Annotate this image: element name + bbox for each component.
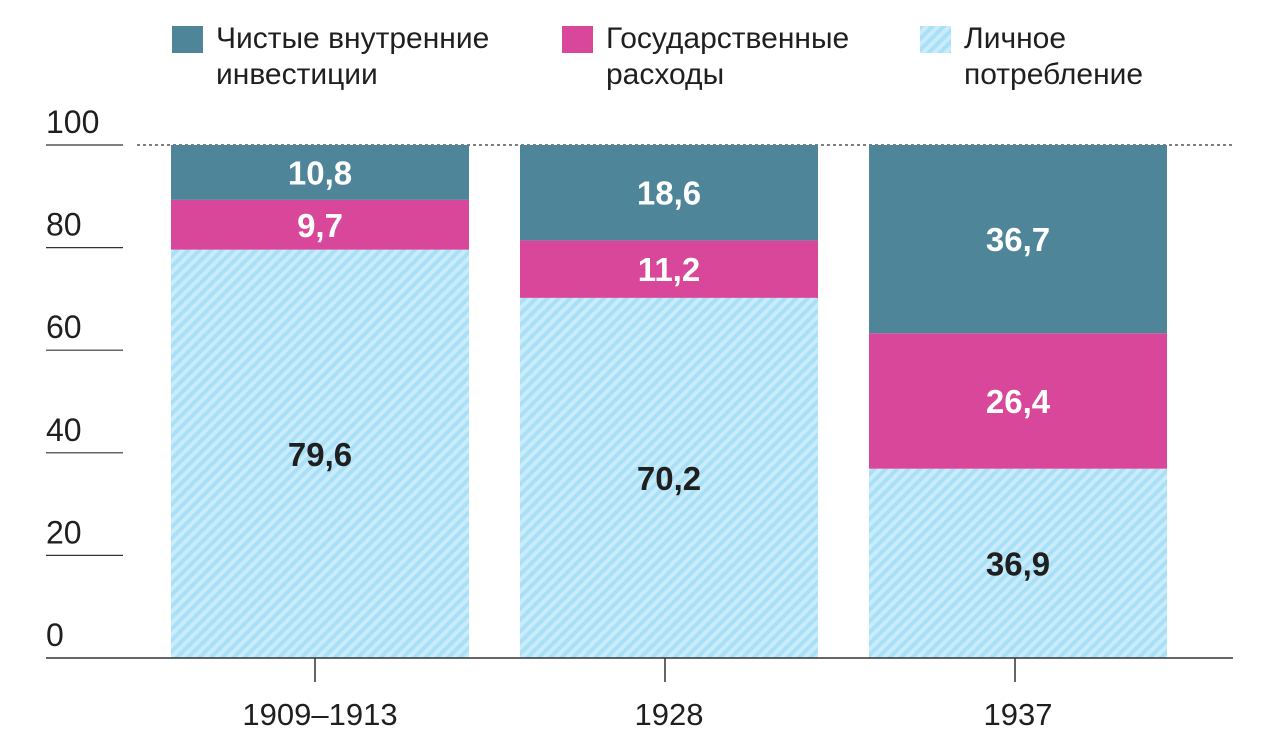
hatched-square-swatch-icon: [920, 26, 951, 53]
bar-segment-investment: [869, 145, 1167, 334]
data-label: 36,7: [986, 221, 1050, 258]
x-tick-label: 1937: [984, 697, 1053, 732]
data-label: 36,9: [986, 545, 1050, 582]
y-tick-label: 80: [46, 207, 82, 243]
data-label: 11,2: [638, 251, 700, 288]
x-tick-label: 1909–1913: [242, 697, 397, 732]
bar-stack: 36,9 26,4 36,7: [869, 145, 1167, 658]
bars: 79,6 9,7 10,8 70,2 11,2 18,6 36,9 26,4 36,7: [171, 145, 1167, 659]
data-label: 10,8: [288, 154, 352, 191]
bar-segment-consumption: [171, 249, 469, 659]
bar-segment-consumption: [520, 297, 818, 658]
legend-label-line: инвестиции: [216, 58, 378, 91]
legend-label-line: Государственные: [606, 22, 849, 55]
bar-segment-government: [869, 333, 1167, 469]
legend-label-line: Личное: [964, 22, 1066, 55]
legend-label-line: Чистые внутренние: [216, 22, 489, 55]
bar-stack: 79,6 9,7 10,8: [171, 145, 469, 659]
square-swatch-icon: [172, 26, 203, 53]
square-swatch-icon: [562, 26, 593, 53]
data-label: 26,4: [986, 383, 1051, 420]
bar-stack: 70,2 11,2 18,6: [520, 145, 818, 658]
data-label: 70,2: [637, 460, 701, 497]
data-label: 79,6: [288, 436, 352, 473]
bar-segment-government: [520, 240, 818, 298]
x-axis: 1909–1913 1928 1937: [46, 657, 1233, 732]
y-tick-label: 0: [46, 617, 64, 653]
y-tick-label: 60: [46, 309, 82, 345]
bar-segment-investment: [171, 145, 469, 200]
legend-label-line: потребление: [964, 58, 1143, 91]
data-label: 9,7: [297, 207, 343, 244]
y-tick-label: 40: [46, 412, 82, 448]
y-tick-label: 100: [46, 104, 99, 140]
bar-segment-government: [171, 199, 469, 250]
y-axis: 0 20 40 60 80 100: [46, 104, 1233, 653]
data-label: 18,6: [637, 175, 701, 212]
legend-label-line: расходы: [606, 58, 724, 91]
y-tick-label: 20: [46, 514, 82, 550]
x-tick-label: 1928: [635, 697, 704, 732]
bar-segment-investment: [520, 145, 818, 241]
bar-segment-consumption: [869, 468, 1167, 658]
